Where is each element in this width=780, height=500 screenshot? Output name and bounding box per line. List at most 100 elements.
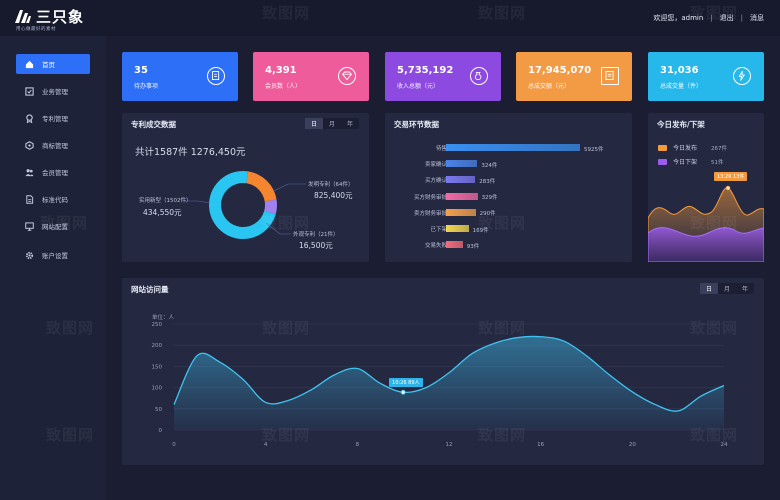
trade-bar <box>446 241 463 249</box>
sidebar-item-site-config[interactable]: 网站配置 <box>16 216 90 236</box>
trade-bar-count: 169件 <box>472 227 489 234</box>
stat-label: 收入总额（元） <box>397 83 440 90</box>
stat-value: 35 <box>134 65 148 76</box>
sidebar-item-patents[interactable]: 专利管理 <box>16 108 90 128</box>
donut-slice[interactable] <box>209 171 276 239</box>
sidebar-item-label: 会员管理 <box>42 169 68 177</box>
logout-link[interactable]: 退出 <box>719 14 734 22</box>
stat-card-members[interactable]: 4,391 会员数（人） <box>253 52 369 101</box>
y-tick-label: 50 <box>155 407 162 413</box>
tab-month[interactable]: 月 <box>723 286 730 293</box>
watermark: 致图网 <box>690 319 739 337</box>
trade-bar-count: 93件 <box>466 243 480 250</box>
y-tick-label: 200 <box>152 343 163 349</box>
monitor-icon <box>25 221 34 231</box>
donut-slice[interactable] <box>264 199 277 215</box>
y-tick-label: 150 <box>152 364 163 370</box>
trade-bar-row[interactable]: 待售 5925件 <box>385 143 632 153</box>
tab-month[interactable]: 月 <box>328 121 335 128</box>
sidebar-item-business[interactable]: 业务管理 <box>16 81 90 101</box>
y-tick-label: 0 <box>159 428 163 434</box>
x-tick-label: 24 <box>721 442 728 448</box>
period-tabs: 日 月 年 <box>700 283 754 294</box>
stat-card-income[interactable]: 5,735,192 收入总额（元） <box>385 52 501 101</box>
sidebar-item-standard-codes[interactable]: 标准代码 <box>16 189 90 209</box>
visits-area <box>174 336 724 430</box>
donut-value-design: 16,500元 <box>299 241 333 250</box>
award-icon <box>26 113 33 123</box>
sidebar-item-label: 网站配置 <box>42 223 68 231</box>
trade-bar-row[interactable]: 交易失败 93件 <box>385 240 632 250</box>
trade-bar-count: 283件 <box>479 178 496 185</box>
tab-year[interactable]: 年 <box>741 286 748 293</box>
trade-bar <box>446 208 476 216</box>
todo-icon <box>207 67 225 85</box>
trade-bar-label: 买方财务审批 <box>413 194 447 201</box>
watermark: 致图网 <box>690 214 739 232</box>
stat-value: 17,945,070 <box>528 65 592 76</box>
trade-bar-label: 待售 <box>435 146 447 152</box>
release-panel: 今日发布/下架 今日发布 267件 今日下架 51件 13:26 13件 <box>648 113 764 262</box>
messages-link[interactable]: 消息 <box>750 14 764 22</box>
highlight-point[interactable] <box>400 389 406 395</box>
logo-slogan: 用心做最好的素材 <box>16 27 56 32</box>
y-tick-label: 250 <box>152 322 163 328</box>
trade-bar-row[interactable]: 卖方财务审批 290件 <box>385 208 632 217</box>
y-tick-label: 100 <box>152 386 163 392</box>
diamond-icon <box>338 67 356 85</box>
trade-bar-row[interactable]: 已下架 169件 <box>385 224 632 234</box>
visits-panel: 网站访问量 日 月 年 单位：人 0 50 100 150 200 250 0 4 8 12 16 2… <box>122 278 764 465</box>
trade-bar-row[interactable]: 买方确认 283件 <box>385 175 632 185</box>
trade-bar-row[interactable]: 卖家确认 324件 <box>385 159 632 169</box>
watermark: 致图网 <box>40 214 89 232</box>
panel-title: 交易环节数据 <box>394 120 439 129</box>
legend-swatch <box>658 144 667 151</box>
checklist-icon <box>25 86 34 96</box>
sidebar-item-label: 首页 <box>42 61 55 69</box>
sidebar-item-home[interactable]: 首页 <box>16 54 90 74</box>
legend-count: 51件 <box>711 159 724 166</box>
donut-leader-line <box>265 222 291 235</box>
donut-slice[interactable] <box>246 171 277 202</box>
trade-bar <box>446 192 478 200</box>
tab-day[interactable]: 日 <box>305 118 323 129</box>
legend-label: 今日下架 <box>673 159 698 166</box>
watermark: 致图网 <box>262 319 311 337</box>
users-icon <box>25 168 34 176</box>
home-icon <box>25 60 34 68</box>
trade-bar <box>446 225 469 232</box>
sidebar-item-label: 商标管理 <box>42 142 68 150</box>
donut-value-invention: 825,400元 <box>314 191 353 200</box>
trade-bar-row[interactable]: 买方财务审批 329件 <box>385 192 632 201</box>
watermark: 致图网 <box>262 214 311 232</box>
donut-value-utility: 434,550元 <box>143 208 182 217</box>
separator: | <box>710 14 713 22</box>
stat-card-turnover[interactable]: 17,945,070 总成交额（元） <box>516 52 632 101</box>
stat-card-todo[interactable]: 35 待办事项 <box>122 52 238 101</box>
y-axis-unit: 单位：人 <box>152 315 175 321</box>
patent-donut-chart <box>184 171 306 239</box>
user-menu: 欢迎您，admin | 退出 | 消息 <box>653 13 764 23</box>
sidebar-item-account-settings[interactable]: 账户设置 <box>16 245 90 265</box>
logo[interactable]: 三只象 用心做最好的素材 <box>14 5 104 33</box>
stat-card-volume[interactable]: 31,036 总成交量（件） <box>648 52 764 101</box>
badge-icon <box>25 140 34 150</box>
tab-day[interactable]: 日 <box>700 283 718 294</box>
trade-bar <box>446 160 478 168</box>
sidebar-item-members[interactable]: 会员管理 <box>16 162 90 182</box>
tab-year[interactable]: 年 <box>346 121 353 128</box>
watermark: 致图网 <box>46 426 95 444</box>
panel-title: 今日发布/下架 <box>657 120 705 129</box>
sidebar-item-trademarks[interactable]: 商标管理 <box>16 135 90 155</box>
trade-bar-label: 卖家确认 <box>424 162 447 169</box>
certificate-icon <box>601 67 619 85</box>
donut-label-design: 外观专利（21件） <box>293 232 339 238</box>
watermark: 致图网 <box>690 4 739 22</box>
welcome-text: 欢迎您，admin <box>653 14 704 22</box>
donut-label-utility: 实用新型（1502件） <box>139 198 192 204</box>
sidebar-item-label: 账户设置 <box>42 252 68 260</box>
legend-released: 今日发布 267件 <box>658 143 727 152</box>
sidebar-item-label: 专利管理 <box>42 115 68 123</box>
sidebar-item-label: 标准代码 <box>42 196 68 204</box>
stat-label: 总成交量（件） <box>660 83 703 90</box>
